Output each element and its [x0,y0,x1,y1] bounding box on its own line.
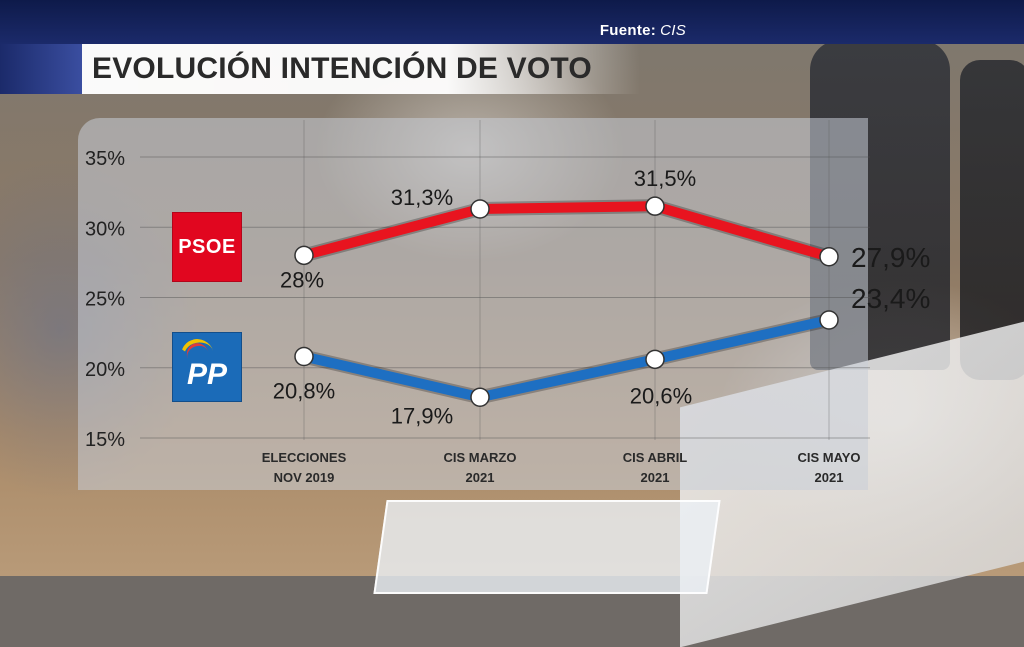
y-tick-label: 20% [85,359,125,381]
data-point [645,349,665,370]
data-point [470,199,490,219]
x-tick-label: 2021 [641,470,670,485]
source-label: Fuente: [599,22,657,39]
data-label: 20,8% [273,379,335,404]
data-label: 31,5% [634,166,696,191]
psoe-logo-text: PSOE [178,235,236,258]
series-line-shadow [302,313,831,405]
series-line-pp [302,315,831,403]
data-point [645,196,665,216]
series-line-psoe [302,201,831,262]
data-label: 31,3% [391,185,453,210]
pp-logo-text: PP [186,358,228,391]
data-label: 28% [280,267,324,292]
y-tick-label: 30% [85,218,125,240]
data-label: 23,4% [851,283,930,314]
source-value: CIS [660,22,686,39]
x-tick-label: 2021 [466,470,495,485]
top-banner [0,0,1024,44]
data-point [819,247,839,267]
x-tick-label: CIS MAYO [797,450,860,465]
y-tick-label: 15% [85,429,125,451]
x-tick-label: ELECCIONES [262,450,347,465]
data-point [294,245,314,266]
data-point [294,346,314,367]
source-caption: Fuente: CIS [600,22,686,39]
data-point [470,387,490,408]
data-label: 20,6% [630,383,692,408]
y-tick-label: 35% [85,148,125,170]
data-label: 27,9% [851,242,930,273]
x-tick-label: 2021 [815,470,844,485]
x-tick-label: CIS ABRIL [623,450,688,465]
psoe-logo: PSOE [172,212,242,282]
chart-title: EVOLUCIÓN INTENCIÓN DE VOTO [92,52,592,85]
title-strip [0,44,640,94]
x-tick-label: NOV 2019 [274,470,335,485]
y-tick-label: 25% [85,289,125,311]
pp-logo: PP [172,332,242,402]
data-label: 17,9% [391,403,453,428]
x-tick-label: CIS MARZO [444,450,517,465]
data-point [819,310,839,330]
chart-panel [78,118,868,490]
title-accent-bar [0,44,82,94]
line-chart: 15% 20% 25% 30% 35% ELECCIONES NOV 2019 CIS MAR… [85,148,931,485]
